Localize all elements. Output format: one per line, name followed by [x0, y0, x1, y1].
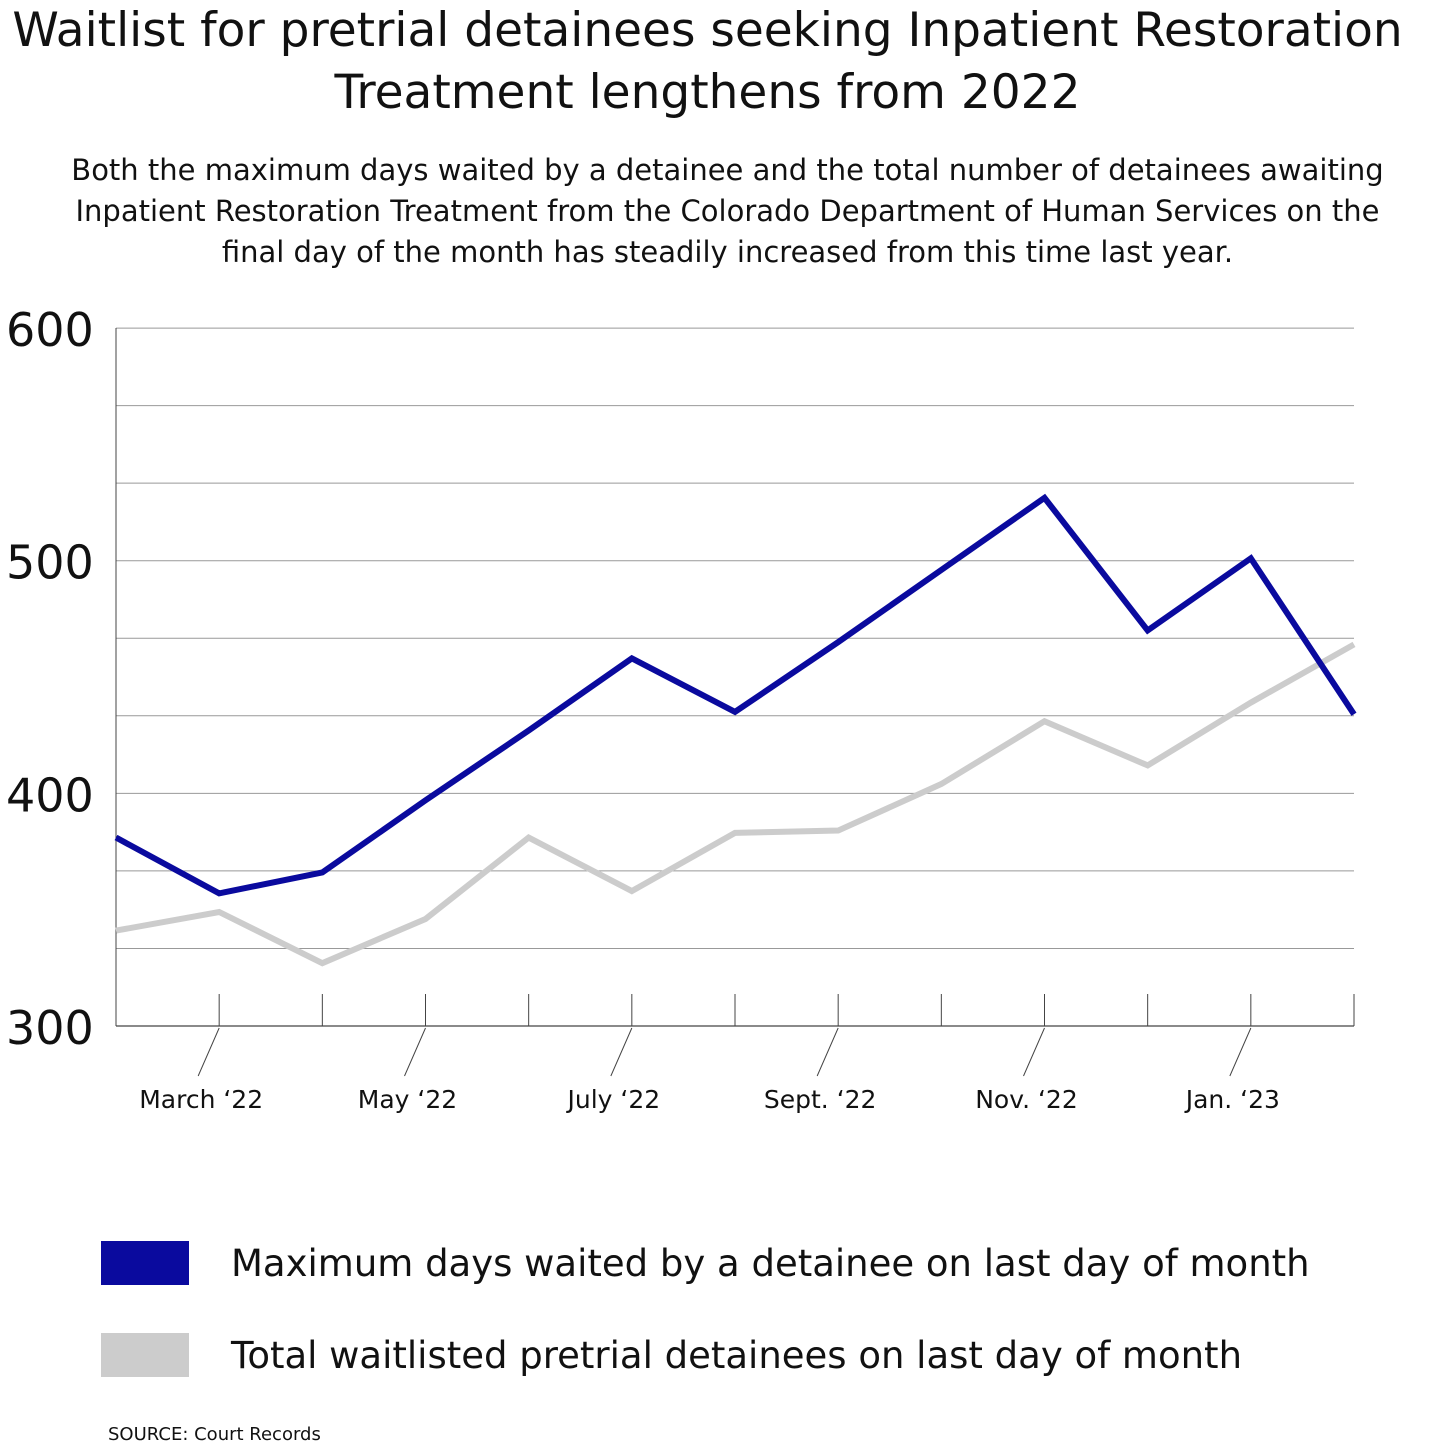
y-tick-label: 400 — [6, 768, 94, 822]
legend-swatch-total-detainees — [101, 1333, 189, 1377]
x-tick-label: Sept. ‘22 — [764, 1085, 877, 1114]
x-tick-leader — [816, 1027, 839, 1077]
legend-label: Total waitlisted pretrial detainees on l… — [231, 1333, 1243, 1377]
x-tick-label: March ‘22 — [139, 1085, 263, 1114]
legend-swatch-max-days — [101, 1241, 189, 1285]
source-note: SOURCE: Court Records — [108, 1424, 321, 1445]
y-tick-label: 500 — [6, 536, 94, 590]
x-tick-leader — [1229, 1027, 1252, 1077]
x-tick-leader — [1023, 1027, 1045, 1077]
x-tick-leader — [404, 1027, 426, 1077]
x-tick-leader — [610, 1027, 633, 1077]
legend-item-total-detainees: Total waitlisted pretrial detainees on l… — [101, 1333, 1242, 1377]
x-tick-label: Jan. ‘23 — [1184, 1085, 1280, 1114]
legend-label: Maximum days waited by a detainee on las… — [231, 1241, 1310, 1285]
x-tick-label: Nov. ‘22 — [975, 1085, 1078, 1114]
x-tick-leader — [197, 1027, 220, 1077]
y-tick-label: 300 — [6, 1001, 94, 1055]
x-tick-label: May ‘22 — [358, 1085, 457, 1114]
x-tick-label: July ‘22 — [565, 1085, 660, 1114]
y-tick-label: 600 — [6, 303, 94, 357]
chart-title: Waitlist for pretrial detainees seeking … — [12, 3, 1403, 120]
chart-subtitle: Both the maximum days waited by a detain… — [71, 153, 1384, 269]
legend-item-max-days: Maximum days waited by a detainee on las… — [101, 1241, 1310, 1285]
series-line-total-detainees — [115, 641, 1356, 967]
